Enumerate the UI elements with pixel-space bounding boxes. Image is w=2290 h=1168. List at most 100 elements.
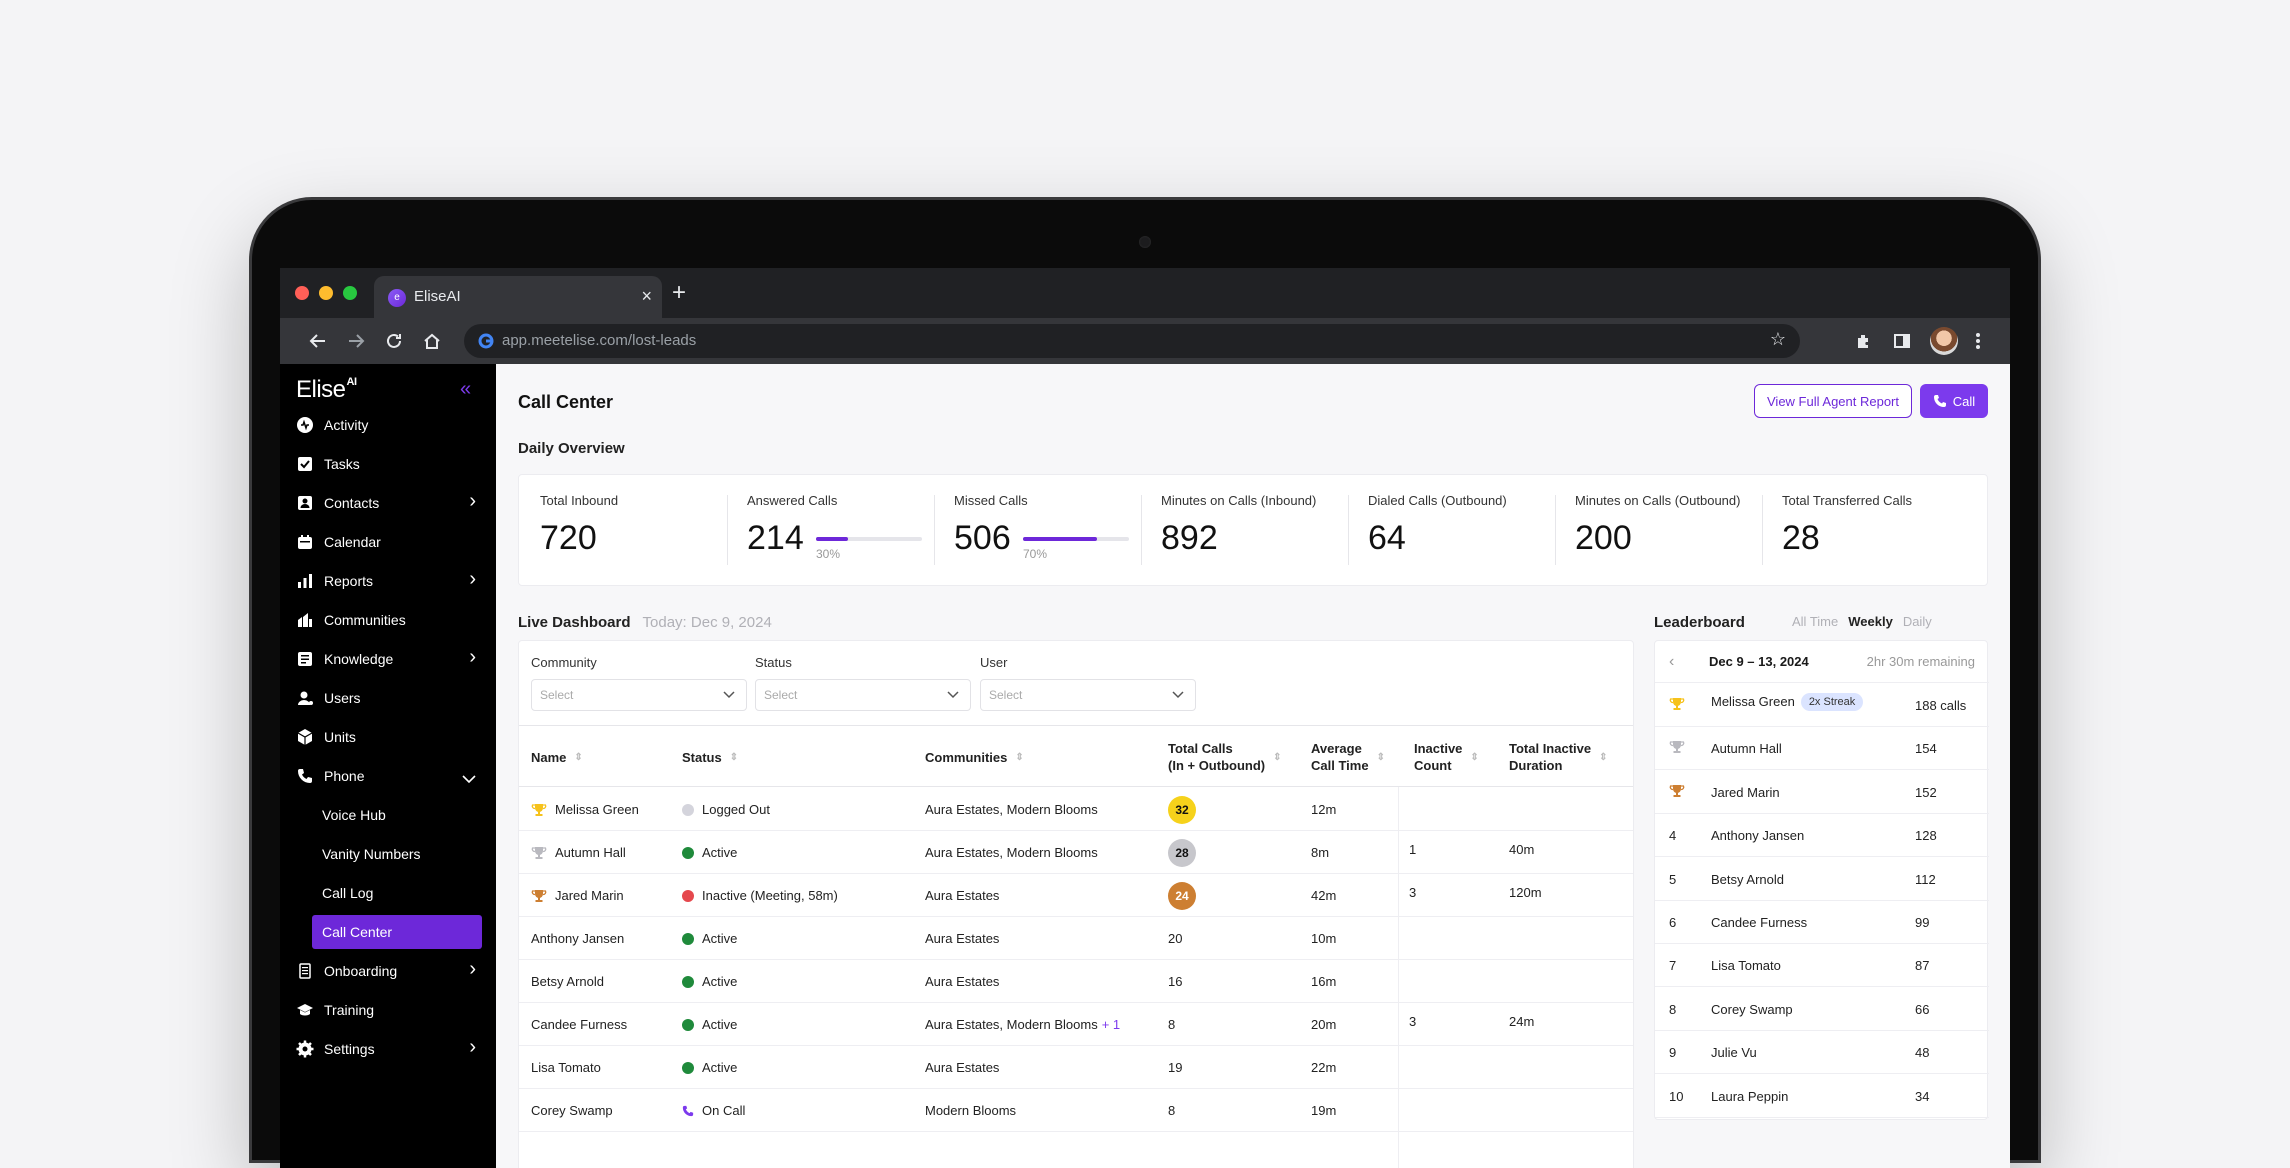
filter-status-select[interactable]: Select	[755, 679, 971, 711]
sidebar-item-tasks[interactable]: Tasks	[296, 447, 480, 481]
sidebar-item-onboarding[interactable]: Onboarding ›	[296, 954, 480, 988]
sidebar-item-contacts[interactable]: Contacts ›	[296, 486, 480, 520]
tab-close-icon[interactable]: ×	[641, 286, 652, 306]
training-icon	[296, 1001, 314, 1019]
address-bar[interactable]: app.meetelise.com/lost-leads ☆	[464, 324, 1800, 358]
filter-user-select[interactable]: Select	[980, 679, 1196, 711]
maximize-window-button[interactable]	[343, 286, 357, 300]
trophy-silver-icon	[531, 845, 547, 861]
profile-avatar[interactable]	[1930, 327, 1958, 355]
browser-tab[interactable]: e EliseAI ×	[374, 276, 662, 318]
sidebar-item-calendar[interactable]: Calendar	[296, 525, 480, 559]
table-row[interactable]: Anthony Jansen Active Aura Estates 20 10m	[519, 917, 1633, 960]
stat-value: 720	[540, 519, 597, 557]
sort-icon[interactable]: ⇕	[1015, 751, 1024, 763]
knowledge-icon	[296, 650, 314, 668]
table-row[interactable]: Betsy Arnold Active Aura Estates 16 16m	[519, 960, 1633, 1003]
sidebar-item-phone[interactable]: Phone	[296, 759, 480, 793]
leaderboard-row[interactable]: 7 Lisa Tomato 87	[1655, 944, 1989, 988]
avg-call-time: 10m	[1311, 931, 1337, 946]
home-icon[interactable]	[418, 327, 446, 355]
leaderboard-calls: 48	[1915, 1045, 1930, 1061]
tab-daily[interactable]: Daily	[1902, 614, 1932, 629]
new-tab-icon[interactable]: +	[672, 279, 687, 306]
sidebar-item-activity[interactable]: Activity	[296, 408, 480, 442]
more-communities-link[interactable]: + 1	[1101, 1017, 1121, 1032]
sidebar-item-communities[interactable]: Communities	[296, 603, 480, 637]
sort-icon[interactable]: ⇕	[1470, 751, 1479, 763]
prev-week-icon[interactable]: ‹	[1669, 653, 1675, 670]
reload-icon[interactable]	[380, 327, 408, 355]
close-window-button[interactable]	[295, 286, 309, 300]
column-header[interactable]: Status ⇕	[682, 726, 738, 788]
status-dot	[682, 932, 694, 945]
sidebar-subitem-voice-hub[interactable]: Voice Hub	[322, 807, 386, 823]
table-row[interactable]: Candee Furness Active Aura Estates, Modern…	[519, 1003, 1633, 1046]
column-header-label: Average Call Time	[1311, 741, 1369, 773]
column-header[interactable]: Total Inactive Duration ⇕	[1509, 726, 1608, 788]
table-row[interactable]: Corey Swamp On Call Modern Blooms 8 19m	[519, 1089, 1633, 1132]
filter-community-select[interactable]: Select	[531, 679, 747, 711]
stat-label: Answered Calls	[747, 493, 838, 508]
sort-icon[interactable]: ⇕	[1273, 751, 1282, 763]
side-panel-icon[interactable]	[1888, 327, 1916, 355]
leaderboard-calls: 188 calls	[1915, 698, 1967, 713]
leaderboard-row[interactable]: Autumn Hall 154	[1655, 727, 1989, 771]
minimize-window-button[interactable]	[319, 286, 333, 300]
stat-label: Dialed Calls (Outbound)	[1368, 493, 1507, 508]
overview-title: Daily Overview	[518, 440, 625, 457]
forward-icon[interactable]	[342, 327, 370, 355]
leaderboard-row[interactable]: 5 Betsy Arnold 112	[1655, 858, 1989, 901]
extensions-icon[interactable]	[1850, 327, 1878, 355]
sidebar-item-training[interactable]: Training	[296, 993, 480, 1027]
sidebar-item-units[interactable]: Units	[296, 720, 480, 754]
leaderboard-row[interactable]: Jared Marin 152	[1655, 771, 1989, 814]
column-header[interactable]: Total Calls (In + Outbound) ⇕	[1168, 726, 1282, 788]
leaderboard-row[interactable]: Melissa Green 2x Streak 188 calls	[1655, 684, 1989, 727]
sidebar-item-users[interactable]: Users	[296, 681, 480, 715]
table-row[interactable]: Lisa Tomato Active Aura Estates 19 22m	[519, 1046, 1633, 1089]
sort-icon[interactable]: ⇕	[1376, 751, 1385, 763]
column-header[interactable]: Name ⇕	[531, 726, 583, 788]
column-header[interactable]: Communities ⇕	[925, 726, 1024, 788]
sort-icon[interactable]: ⇕	[1599, 751, 1608, 763]
column-header[interactable]: Average Call Time ⇕	[1311, 726, 1385, 788]
tasks-icon	[296, 455, 314, 473]
progress-fill	[1023, 537, 1098, 541]
leaderboard-row[interactable]: 4 Anthony Jansen 128	[1655, 814, 1989, 858]
settings-icon	[296, 1040, 314, 1058]
sort-icon[interactable]: ⇕	[729, 751, 739, 763]
sort-icon[interactable]: ⇕	[574, 751, 583, 763]
chevron-right-icon: ›	[469, 490, 476, 512]
bookmark-star-icon[interactable]: ☆	[1769, 329, 1786, 349]
stat-missed-calls: Missed Calls 506 70%	[954, 493, 1144, 573]
collapse-sidebar-icon[interactable]: «	[460, 378, 472, 400]
column-header[interactable]: Inactive Count ⇕	[1414, 726, 1479, 788]
call-button[interactable]: Call	[1920, 384, 1988, 418]
calls-rank-badge: 24	[1168, 881, 1196, 910]
sidebar-item-label: Settings	[324, 1041, 375, 1057]
sidebar-item-knowledge[interactable]: Knowledge ›	[296, 642, 480, 676]
sidebar-subitem-call-log[interactable]: Call Log	[322, 885, 374, 901]
table-row[interactable]: Autumn Hall Active Aura Estates, Modern Bl…	[519, 831, 1633, 874]
sidebar-subitem-vanity-numbers[interactable]: Vanity Numbers	[322, 846, 421, 862]
browser-menu-icon[interactable]	[1964, 327, 1992, 355]
sidebar-item-settings[interactable]: Settings ›	[296, 1032, 480, 1066]
table-row[interactable]: Jared Marin Inactive (Meeting, 58m) Aura E…	[519, 874, 1633, 917]
sidebar-item-reports[interactable]: Reports ›	[296, 564, 480, 598]
leaderboard-row[interactable]: 9 Julie Vu 48	[1655, 1031, 1989, 1075]
table-row[interactable]: Melissa Green Logged Out Aura Estates, Mod…	[519, 788, 1633, 831]
communities-cell: Aura Estates	[925, 917, 999, 960]
leaderboard-name: Lisa Tomato	[1711, 958, 1781, 974]
sidebar-item-label: Knowledge	[324, 651, 394, 667]
leaderboard-row[interactable]: 6 Candee Furness 99	[1655, 901, 1989, 944]
leaderboard-row[interactable]: 10 Laura Peppin 34	[1655, 1075, 1989, 1118]
stat-divider	[1141, 495, 1142, 565]
agent-name: Candee Furness	[531, 1017, 628, 1032]
view-agent-report-button[interactable]: View Full Agent Report	[1754, 384, 1912, 418]
back-icon[interactable]	[304, 327, 332, 355]
leaderboard-row[interactable]: 8 Corey Swamp 66	[1655, 988, 1989, 1031]
tab-weekly[interactable]: Weekly	[1848, 614, 1893, 629]
sidebar-subitem-call-center[interactable]: Call Center	[312, 915, 482, 949]
tab-all-time[interactable]: All Time	[1792, 614, 1839, 629]
